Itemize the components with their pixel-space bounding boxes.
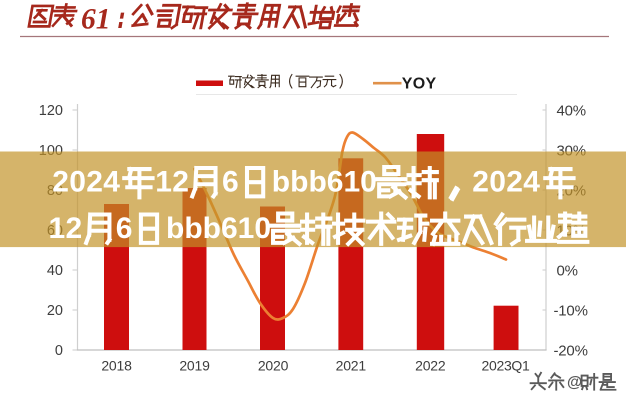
svg-text:-20%: -20% (554, 342, 588, 359)
svg-text:2024: 2024 (472, 166, 540, 199)
svg-text:40: 40 (47, 263, 63, 279)
svg-text:YOY: YOY (402, 76, 437, 93)
svg-text:6: 6 (222, 166, 239, 199)
svg-text:@: @ (568, 375, 583, 392)
svg-text:40%: 40% (557, 102, 586, 119)
svg-text:-10%: -10% (554, 302, 588, 319)
svg-text:20: 20 (47, 303, 63, 319)
svg-text:bbb610: bbb610 (166, 212, 271, 245)
svg-text:0%: 0% (557, 262, 578, 279)
svg-text:2018: 2018 (101, 358, 132, 374)
svg-text:2023Q1: 2023Q1 (481, 358, 530, 374)
svg-text:bbb610: bbb610 (272, 166, 377, 199)
svg-text:12: 12 (49, 212, 83, 245)
svg-text:2024: 2024 (52, 166, 120, 199)
svg-text:2020: 2020 (258, 358, 289, 374)
svg-text:2019: 2019 (179, 358, 210, 374)
svg-text:12: 12 (155, 166, 189, 199)
svg-text:0: 0 (55, 343, 63, 359)
svg-text:@: @ (567, 374, 582, 391)
svg-text:6: 6 (116, 212, 133, 245)
svg-text:2022: 2022 (415, 358, 446, 374)
svg-text:2021: 2021 (336, 358, 367, 374)
svg-text:120: 120 (39, 103, 63, 119)
svg-text:61: 61 (81, 4, 111, 36)
